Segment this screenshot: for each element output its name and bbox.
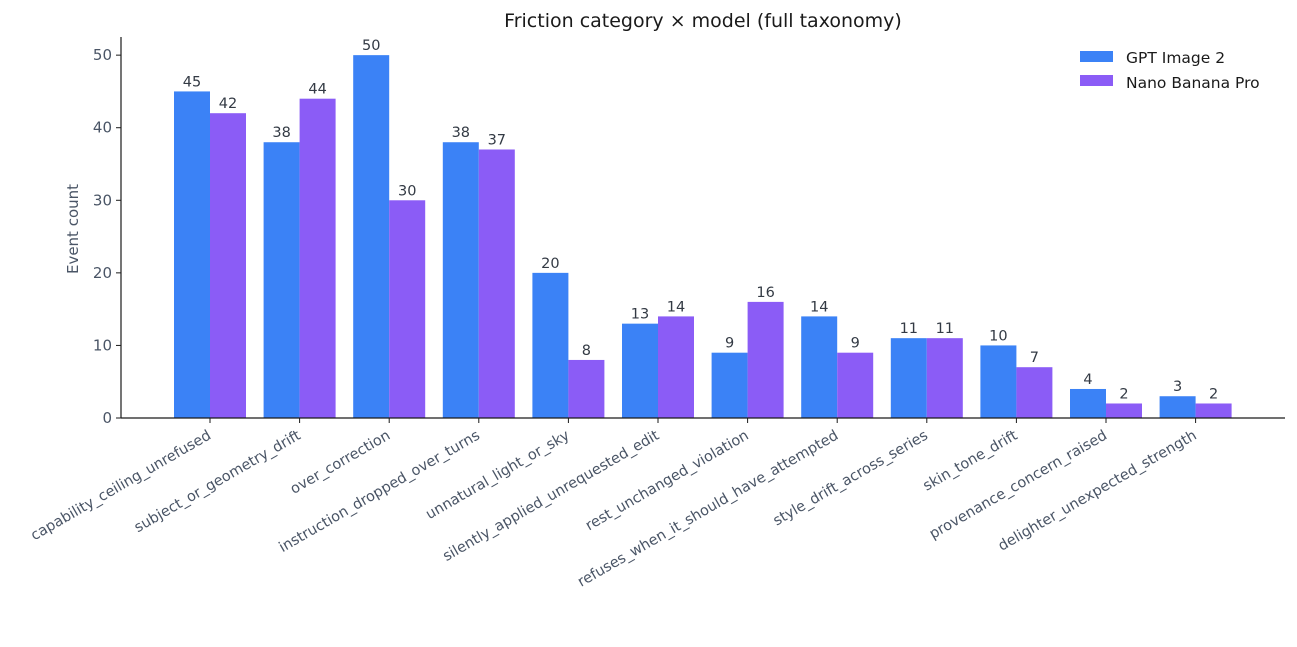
bar-gpt-image-2-delighter-unexpected-strength [1159, 396, 1196, 418]
bar-gpt-image-2-refuses-when-it-should-have-attempted [801, 316, 838, 418]
data-label-gpt-image-2-over-correction: 50 [362, 38, 380, 54]
data-label-gpt-image-2-subject-or-geometry-drift: 38 [272, 125, 290, 141]
bar-gpt-image-2-style-drift-across-series [890, 338, 927, 418]
data-label-nano-banana-pro-capability-ceiling-unrefused: 42 [219, 96, 237, 112]
bar-gpt-image-2-skin-tone-drift [980, 345, 1017, 418]
legend-label-gpt-image-2: GPT Image 2 [1126, 49, 1225, 67]
data-label-nano-banana-pro-refuses-when-it-should-have-attempted: 9 [851, 336, 860, 352]
data-label-nano-banana-pro-subject-or-geometry-drift: 44 [308, 82, 326, 98]
data-label-gpt-image-2-rest-unchanged-violation: 9 [725, 336, 734, 352]
bar-nano-banana-pro-subject-or-geometry-drift [299, 98, 336, 418]
x-tick-label-provenance-concern-raised: provenance_concern_raised [927, 428, 1110, 543]
bar-nano-banana-pro-over-correction [389, 200, 426, 418]
bar-gpt-image-2-instruction-dropped-over-turns [442, 142, 479, 418]
bar-nano-banana-pro-instruction-dropped-over-turns [478, 149, 515, 418]
data-label-nano-banana-pro-instruction-dropped-over-turns: 37 [488, 132, 506, 148]
bar-nano-banana-pro-refuses-when-it-should-have-attempted [837, 352, 874, 418]
bar-nano-banana-pro-silently-applied-unrequested-edit [658, 316, 694, 418]
bar-gpt-image-2-capability-ceiling-unrefused [174, 91, 210, 418]
data-label-nano-banana-pro-silently-applied-unrequested-edit: 14 [667, 299, 685, 315]
y-tick-label: 10 [93, 336, 112, 354]
data-label-nano-banana-pro-provenance-concern-raised: 2 [1119, 386, 1128, 402]
data-label-gpt-image-2-provenance-concern-raised: 4 [1083, 372, 1092, 388]
legend-label-nano-banana-pro: Nano Banana Pro [1126, 74, 1260, 92]
data-label-gpt-image-2-refuses-when-it-should-have-attempted: 14 [810, 299, 828, 315]
bar-nano-banana-pro-unnatural-light-or-sky [568, 359, 605, 418]
bar-nano-banana-pro-capability-ceiling-unrefused [210, 113, 246, 418]
y-axis-label: Event count [64, 184, 82, 274]
legend: GPT Image 2 Nano Banana Pro [1080, 49, 1260, 92]
y-tick-label: 40 [93, 119, 112, 137]
bar-gpt-image-2-provenance-concern-raised [1070, 388, 1106, 418]
legend-swatch-gpt-image-2 [1080, 51, 1113, 62]
x-tick-label-style-drift-across-series: style_drift_across_series [771, 428, 931, 530]
data-label-gpt-image-2-skin-tone-drift: 10 [989, 328, 1007, 344]
data-label-nano-banana-pro-rest-unchanged-violation: 16 [756, 285, 774, 301]
chart-title: Friction category × model (full taxonomy… [504, 10, 902, 32]
data-label-nano-banana-pro-unnatural-light-or-sky: 8 [582, 343, 591, 359]
bar-nano-banana-pro-delighter-unexpected-strength [1195, 403, 1232, 418]
legend-swatch-nano-banana-pro [1080, 75, 1113, 86]
data-label-gpt-image-2-style-drift-across-series: 11 [900, 321, 918, 337]
bar-gpt-image-2-unnatural-light-or-sky [532, 272, 569, 418]
bar-nano-banana-pro-skin-tone-drift [1016, 367, 1053, 418]
data-label-nano-banana-pro-delighter-unexpected-strength: 2 [1209, 386, 1218, 402]
bar-gpt-image-2-subject-or-geometry-drift [263, 142, 300, 418]
x-tick-label-capability-ceiling-unrefused: capability_ceiling_unrefused [28, 428, 214, 545]
data-label-gpt-image-2-capability-ceiling-unrefused: 45 [183, 74, 201, 90]
y-tick-label: 30 [93, 191, 112, 209]
data-label-gpt-image-2-silently-applied-unrequested-edit: 13 [631, 307, 649, 323]
data-label-nano-banana-pro-over-correction: 30 [398, 183, 416, 199]
data-label-nano-banana-pro-skin-tone-drift: 7 [1030, 350, 1039, 366]
x-tick-label-rest-unchanged-violation: rest_unchanged_violation [583, 428, 752, 535]
y-tick-label: 0 [102, 409, 112, 427]
bar-nano-banana-pro-provenance-concern-raised [1106, 403, 1142, 418]
bar-nano-banana-pro-rest-unchanged-violation [747, 301, 784, 418]
x-tick-label-unnatural-light-or-sky: unnatural_light_or_sky [423, 427, 572, 523]
data-label-gpt-image-2-unnatural-light-or-sky: 20 [541, 256, 559, 272]
data-label-gpt-image-2-instruction-dropped-over-turns: 38 [452, 125, 470, 141]
y-tick-label: 50 [93, 46, 112, 64]
bar-gpt-image-2-rest-unchanged-violation [711, 352, 748, 418]
bar-nano-banana-pro-style-drift-across-series [926, 338, 963, 418]
bar-gpt-image-2-silently-applied-unrequested-edit [622, 323, 658, 418]
bar-gpt-image-2-over-correction [353, 55, 390, 419]
data-label-nano-banana-pro-style-drift-across-series: 11 [936, 321, 954, 337]
x-tick-label-subject-or-geometry-drift: subject_or_geometry_drift [132, 427, 304, 536]
data-label-gpt-image-2-delighter-unexpected-strength: 3 [1173, 379, 1182, 395]
y-tick-label: 20 [93, 264, 112, 282]
